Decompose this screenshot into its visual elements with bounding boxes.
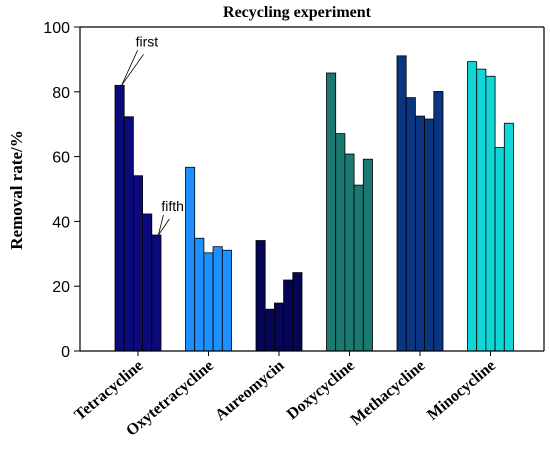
bar-doxycycline-cycle-1 bbox=[326, 72, 337, 352]
x-ticks: TetracyclineOxytetracyclineAureomycinDox… bbox=[71, 351, 499, 440]
bar-minocycline-cycle-3 bbox=[485, 75, 496, 352]
bar-oxytetracycline-cycle-1 bbox=[185, 166, 196, 352]
bar-minocycline-cycle-4 bbox=[494, 147, 505, 352]
bar-methacycline-cycle-4 bbox=[424, 118, 435, 352]
bar-methacycline-cycle-1 bbox=[396, 55, 407, 352]
bar-minocycline-cycle-1 bbox=[467, 61, 478, 352]
bar-minocycline-cycle-5 bbox=[503, 122, 514, 352]
annotation-pointer bbox=[158, 218, 170, 236]
bar-methacycline-cycle-5 bbox=[433, 91, 444, 352]
bar-group bbox=[114, 55, 514, 352]
bar-minocycline-cycle-2 bbox=[476, 68, 487, 352]
bar-aureomycin-cycle-3 bbox=[273, 302, 284, 352]
bar-doxycycline-cycle-4 bbox=[353, 184, 364, 352]
x-tick-label: Aureomycin bbox=[212, 357, 287, 424]
bar-tetracycline-cycle-4 bbox=[142, 213, 153, 352]
y-axis-label: Removal rate/% bbox=[7, 130, 26, 249]
y-tick-label: 80 bbox=[52, 85, 70, 102]
y-tick-label: 60 bbox=[52, 150, 70, 167]
bar-tetracycline-cycle-5 bbox=[151, 234, 162, 352]
bar-doxycycline-cycle-3 bbox=[344, 153, 355, 352]
bar-oxytetracycline-cycle-2 bbox=[194, 237, 205, 352]
x-tick-label: Tetracycline bbox=[71, 357, 146, 424]
bar-aureomycin-cycle-5 bbox=[292, 272, 303, 352]
bar-oxytetracycline-cycle-3 bbox=[203, 252, 214, 352]
annotation-label: fifth bbox=[161, 198, 184, 214]
annotations: first fifth bbox=[121, 33, 184, 236]
x-tick-label: Doxycycline bbox=[284, 357, 358, 423]
y-tick-label: 40 bbox=[52, 214, 70, 231]
bar-oxytetracycline-cycle-4 bbox=[212, 246, 223, 352]
bar-tetracycline-cycle-3 bbox=[132, 175, 143, 352]
bar-doxycycline-cycle-2 bbox=[335, 133, 346, 352]
bar-aureomycin-cycle-1 bbox=[255, 240, 266, 352]
bar-tetracycline-cycle-2 bbox=[123, 116, 134, 352]
bar-aureomycin-cycle-4 bbox=[283, 279, 294, 352]
y-tick-label: 100 bbox=[43, 20, 70, 37]
bar-doxycycline-cycle-5 bbox=[362, 158, 373, 352]
axes bbox=[79, 26, 545, 352]
x-tick-label: Minocycline bbox=[424, 357, 499, 424]
bar-aureomycin-cycle-2 bbox=[264, 308, 275, 352]
chart-title: Recycling experiment bbox=[223, 4, 372, 21]
y-tick-label: 0 bbox=[61, 344, 70, 361]
y-ticks: 0 20 40 60 80 100 bbox=[43, 20, 80, 361]
annotation-label: first bbox=[136, 33, 159, 49]
bar-oxytetracycline-cycle-5 bbox=[221, 249, 232, 352]
annotation-pointer bbox=[121, 54, 144, 86]
bar-methacycline-cycle-2 bbox=[405, 97, 416, 352]
annotation-pointer bbox=[121, 50, 138, 86]
bar-methacycline-cycle-3 bbox=[414, 115, 425, 352]
annotation-pointer bbox=[158, 214, 164, 236]
bar-tetracycline-cycle-1 bbox=[114, 84, 125, 352]
y-tick-label: 20 bbox=[52, 279, 70, 296]
x-tick-label: Methacycline bbox=[348, 357, 429, 429]
